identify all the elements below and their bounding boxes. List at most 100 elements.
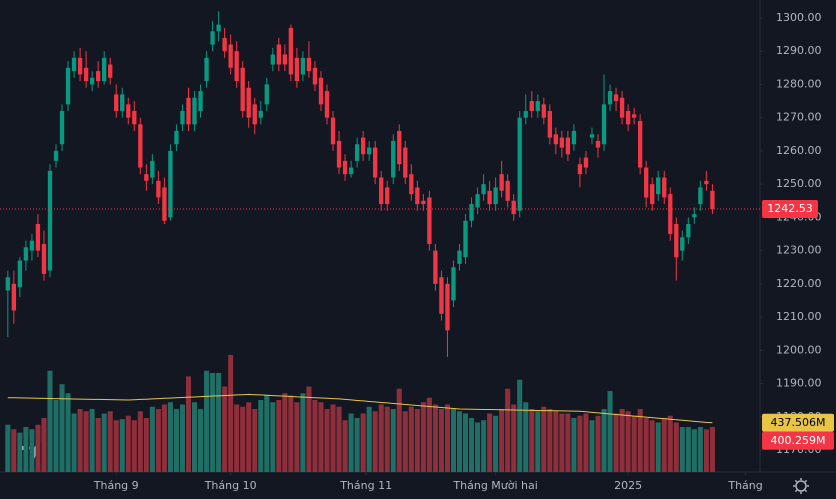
volume-bar <box>155 408 161 472</box>
volume-bar <box>173 408 179 472</box>
x-tick-label: Tháng 11 <box>339 479 392 492</box>
candle-body <box>282 54 288 65</box>
volume-bar <box>300 393 306 472</box>
candle-body <box>463 220 468 258</box>
candle-body <box>138 124 143 168</box>
volume-bar <box>210 372 216 472</box>
candle-body <box>102 57 107 82</box>
settings-icon[interactable] <box>793 478 809 494</box>
candle-body <box>517 117 522 211</box>
volume-bar <box>613 413 619 472</box>
candle-body <box>385 187 390 205</box>
candle-body <box>222 37 227 52</box>
candle-body <box>156 180 161 198</box>
volume-bar <box>378 404 384 472</box>
candle-body <box>306 57 312 72</box>
volume-bar <box>414 408 420 472</box>
candle-body <box>493 187 498 205</box>
volume-bar <box>198 408 204 472</box>
candle-body <box>132 111 137 125</box>
candle-body <box>11 283 17 311</box>
volume-bar <box>390 408 396 472</box>
volume-bar <box>95 417 101 472</box>
candle-body <box>631 114 637 118</box>
candle-body <box>686 224 691 238</box>
x-tick-label: Tháng <box>727 479 762 492</box>
volume-bar <box>312 399 318 472</box>
volume-bar <box>565 413 571 472</box>
candle-body <box>710 190 715 209</box>
candle-body <box>644 167 649 198</box>
candle-body <box>595 140 601 148</box>
volume-bar <box>697 426 703 472</box>
volume-bar <box>685 426 691 472</box>
volume-bar <box>53 399 59 472</box>
volume-ma-line <box>7 393 713 424</box>
volume-bar <box>709 426 715 472</box>
candle-body <box>637 120 643 168</box>
volume-bar <box>185 376 192 472</box>
volume-bar <box>583 413 589 472</box>
volume-bar <box>432 404 438 472</box>
volume-bar <box>47 370 53 472</box>
candle-body <box>505 180 510 201</box>
candle-body <box>144 174 149 181</box>
plot-layer <box>0 11 760 472</box>
candle-body <box>348 167 354 175</box>
candle-body <box>674 224 679 258</box>
candle-body <box>523 111 528 118</box>
volume-bar <box>589 420 595 472</box>
candle-body <box>415 187 420 205</box>
candle-body <box>487 190 492 205</box>
volume-bar <box>131 420 137 472</box>
volume-bar <box>246 402 252 472</box>
volume-bar <box>523 402 529 472</box>
candle-body <box>318 77 324 105</box>
volume-bar <box>450 408 456 472</box>
volume-bar <box>41 417 47 472</box>
candle-body <box>553 134 559 145</box>
volume-bar <box>577 415 583 472</box>
candle-body <box>264 84 269 105</box>
candle-body <box>481 184 486 195</box>
volume-bar <box>667 415 673 472</box>
volume-tag <box>762 431 834 450</box>
candle-body <box>23 247 29 261</box>
volume-bar <box>481 420 487 472</box>
candle-body <box>252 104 257 125</box>
candle-body <box>312 67 318 85</box>
candle-body <box>391 140 396 178</box>
candle-body <box>210 31 215 45</box>
volume-bar <box>276 399 282 472</box>
volume-bar <box>372 411 378 472</box>
volume-bar <box>228 354 234 472</box>
candle-body <box>150 160 155 178</box>
volume-bar <box>306 386 312 472</box>
candle-body <box>270 54 275 65</box>
volume-bar <box>673 422 679 472</box>
candle-body <box>294 57 300 82</box>
candle-body <box>342 160 348 175</box>
volume-bar <box>252 408 258 472</box>
volume-bar <box>264 395 270 472</box>
candle-body <box>228 44 233 68</box>
volume-bar <box>595 415 601 472</box>
candle-body <box>17 260 23 288</box>
volume-bar <box>216 372 222 472</box>
volume-bar <box>167 402 173 472</box>
y-tick-label: 1250.00 <box>776 177 822 190</box>
y-tick-label: 1230.00 <box>776 244 822 257</box>
volume-bar <box>83 411 89 472</box>
candle-body <box>427 197 432 244</box>
volume-bar <box>294 402 300 472</box>
candle-body <box>108 64 113 78</box>
volume-bar <box>571 417 577 472</box>
candle-body <box>276 44 281 65</box>
candle-body <box>35 224 41 251</box>
volume-bar <box>330 404 336 472</box>
candle-body <box>650 184 655 205</box>
volume-ma-label: 437.506M <box>771 416 826 429</box>
volume-bar <box>529 408 535 472</box>
volume-bar <box>240 406 246 472</box>
candle-body <box>186 97 191 125</box>
